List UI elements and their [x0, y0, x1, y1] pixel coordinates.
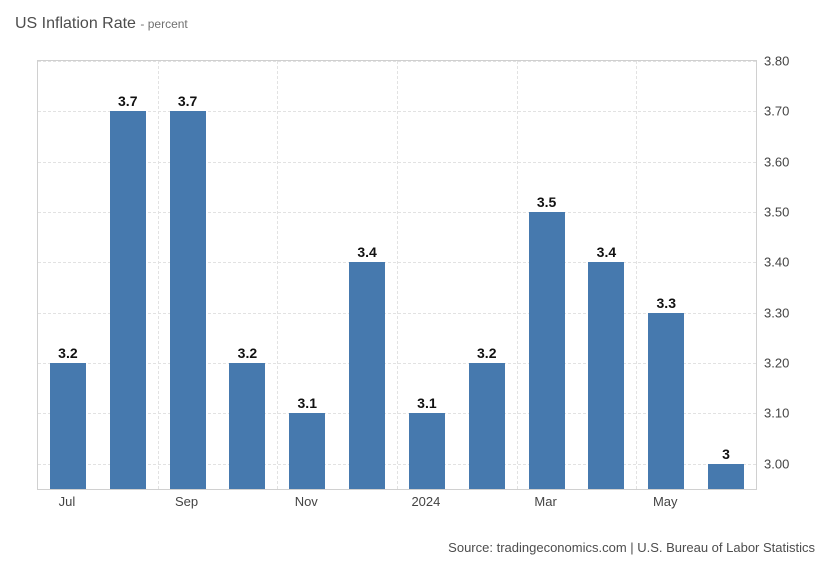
x-tick-label: Sep	[175, 494, 198, 509]
gridline	[158, 61, 159, 489]
source-attribution: Source: tradingeconomics.com | U.S. Bure…	[448, 540, 815, 555]
gridline	[277, 61, 278, 489]
bar	[529, 212, 565, 489]
bar-value-label: 3.2	[58, 345, 77, 361]
bar	[708, 464, 744, 489]
bar-value-label: 3.7	[178, 93, 197, 109]
x-tick-label: 2024	[411, 494, 440, 509]
y-tick-label: 3.60	[764, 154, 804, 169]
bar-value-label: 3.7	[118, 93, 137, 109]
bar	[648, 313, 684, 489]
x-tick-label: Jul	[59, 494, 76, 509]
bar-value-label: 3.3	[657, 295, 676, 311]
bar	[409, 413, 445, 489]
y-tick-label: 3.30	[764, 305, 804, 320]
bar-value-label: 3.1	[417, 395, 436, 411]
x-tick-label: May	[653, 494, 678, 509]
y-tick-label: 3.80	[764, 54, 804, 69]
y-tick-label: 3.20	[764, 356, 804, 371]
title-main: US Inflation Rate	[15, 15, 136, 32]
bar-value-label: 3.2	[238, 345, 257, 361]
bar	[170, 111, 206, 489]
y-tick-label: 3.00	[764, 456, 804, 471]
x-tick-label: Mar	[534, 494, 556, 509]
title-sub: - percent	[140, 17, 187, 31]
y-tick-label: 3.40	[764, 255, 804, 270]
bar	[110, 111, 146, 489]
bar-value-label: 3.1	[298, 395, 317, 411]
gridline	[517, 61, 518, 489]
bar	[50, 363, 86, 489]
chart-plot-area: 3.003.103.203.303.403.503.603.703.803.23…	[37, 60, 757, 490]
y-tick-label: 3.50	[764, 205, 804, 220]
y-tick-label: 3.70	[764, 104, 804, 119]
gridline	[397, 61, 398, 489]
bar	[588, 262, 624, 489]
x-tick-label: Nov	[295, 494, 318, 509]
gridline	[636, 61, 637, 489]
bar	[229, 363, 265, 489]
y-tick-label: 3.10	[764, 406, 804, 421]
bar-value-label: 3.4	[357, 244, 376, 260]
x-axis: Jul Sep Nov 2024 Mar May	[37, 492, 757, 514]
bar-value-label: 3.5	[537, 194, 556, 210]
bar	[349, 262, 385, 489]
bar	[469, 363, 505, 489]
chart-title: US Inflation Rate - percent	[15, 15, 188, 33]
bar	[289, 413, 325, 489]
bar-value-label: 3	[722, 446, 730, 462]
bar-value-label: 3.4	[597, 244, 616, 260]
bar-value-label: 3.2	[477, 345, 496, 361]
